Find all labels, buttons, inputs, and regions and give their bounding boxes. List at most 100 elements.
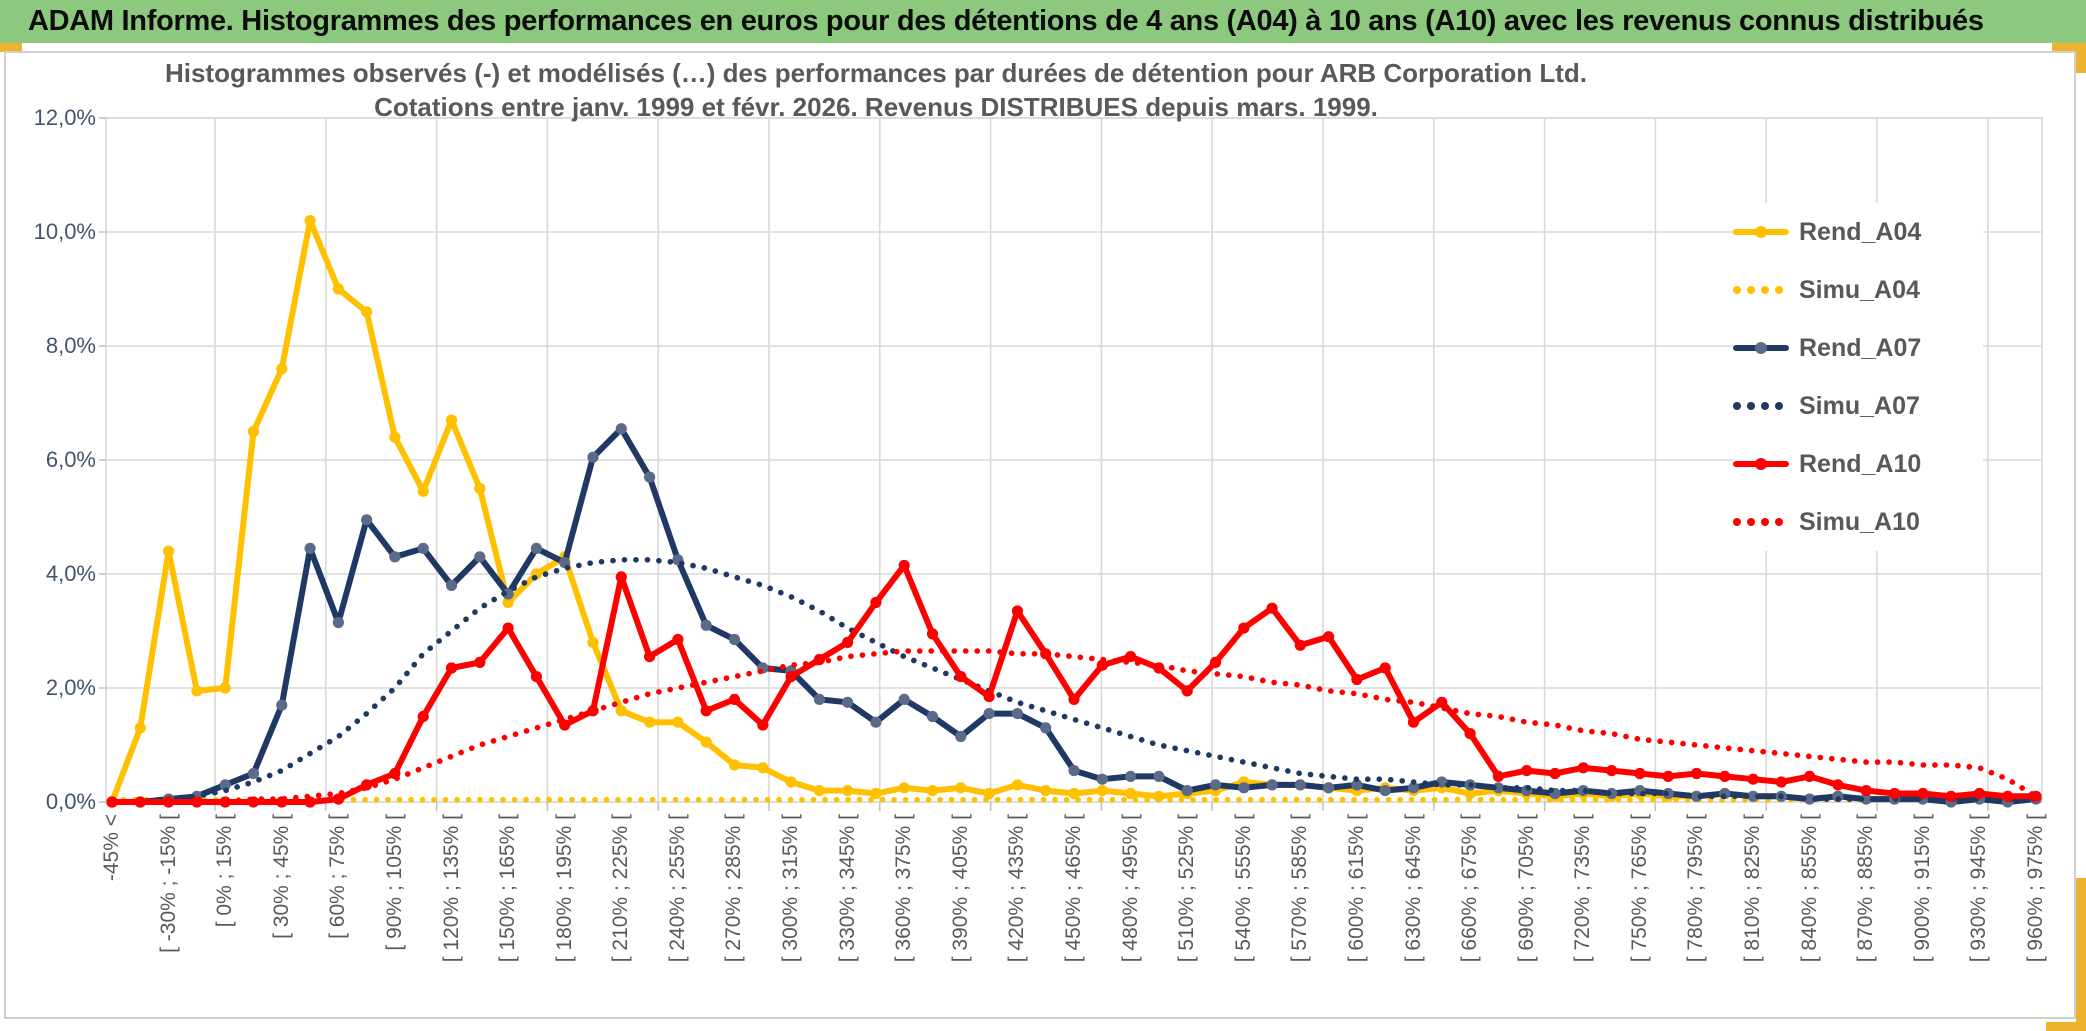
series-marker-Rend_A07: [1323, 782, 1335, 794]
series-marker-Rend_A10: [191, 796, 203, 808]
series-marker-Rend_A04: [361, 306, 373, 318]
report-title-bar: ADAM Informe. Histogrammes des performan…: [0, 0, 2086, 43]
x-axis-label: [ 30% ; 45% [: [269, 814, 293, 939]
legend-solid-line-icon: [1733, 342, 1789, 354]
series-marker-Rend_A07: [1492, 782, 1504, 794]
x-axis-label: [ 510% ; 525% [: [1175, 814, 1199, 963]
x-axis-label: [ 390% ; 405% [: [948, 814, 972, 963]
series-marker-Rend_A10: [1096, 659, 1108, 671]
series-marker-Rend_A10: [1747, 773, 1759, 785]
x-axis-label: [ 360% ; 375% [: [892, 814, 916, 963]
x-axis-label: [ 690% ; 705% [: [1514, 814, 1538, 963]
series-marker-Rend_A07: [417, 542, 429, 555]
series-marker-Rend_A04: [1068, 787, 1080, 800]
series-marker-Rend_A07: [1096, 773, 1108, 785]
series-marker-Rend_A10: [1464, 728, 1476, 740]
series-marker-Rend_A04: [1040, 785, 1052, 797]
series-marker-Rend_A10: [785, 671, 797, 683]
x-axis-label: [ 660% ; 675% [: [1458, 814, 1482, 963]
series-marker-Rend_A10: [1804, 770, 1816, 783]
series-marker-Rend_A04: [1464, 787, 1476, 800]
chart-panel: [4, 51, 2076, 1019]
series-marker-Rend_A04: [842, 785, 854, 797]
accent-right-top: [2076, 43, 2086, 73]
series-marker-Rend_A04: [163, 545, 175, 557]
series-marker-Rend_A10: [1606, 765, 1618, 777]
series-marker-Rend_A07: [955, 730, 967, 743]
x-axis-label: [ 180% ; 195% [: [552, 814, 576, 963]
series-marker-Rend_A07: [587, 451, 599, 463]
series-marker-Rend_A07: [1690, 790, 1703, 802]
series-marker-Rend_A07: [615, 423, 627, 435]
series-marker-Rend_A10: [1775, 776, 1787, 788]
series-marker-Rend_A07: [1181, 785, 1193, 797]
series-marker-Rend_A10: [1577, 762, 1589, 774]
legend-label: Rend_A04: [1799, 217, 1922, 246]
series-marker-Rend_A10: [530, 671, 543, 683]
y-axis-label: 4,0%: [45, 561, 96, 586]
series-marker-Rend_A10: [757, 719, 769, 731]
accent-top-left: [0, 43, 22, 52]
x-axis-label: [ 840% ; 855% [: [1797, 814, 1821, 963]
x-axis-label: [ 960% ; 975% [: [2023, 814, 2047, 963]
series-marker-Rend_A07: [700, 619, 712, 631]
series-marker-Rend_A10: [1011, 605, 1024, 617]
series-marker-Rend_A10: [672, 633, 684, 646]
series-marker-Rend_A04: [1125, 787, 1137, 800]
x-axis-label: [ 480% ; 495% [: [1118, 814, 1142, 963]
legend-label: Simu_A04: [1799, 275, 1920, 304]
series-marker-Rend_A10: [1945, 790, 1957, 802]
series-marker-Rend_A10: [1379, 662, 1391, 674]
series-marker-Rend_A04: [644, 716, 656, 728]
x-axis-label: [ 870% ; 885% [: [1854, 814, 1878, 963]
legend-item-Rend_A07: Rend_A07: [1733, 319, 1983, 377]
series-marker-Rend_A04: [672, 716, 684, 728]
series-marker-Rend_A10: [417, 710, 429, 723]
x-axis-label: [ 930% ; 945% [: [1967, 814, 1991, 963]
series-dotted-Simu_A07: [109, 556, 2039, 805]
x-axis-label: [ 450% ; 465% [: [1061, 814, 1085, 963]
legend-label: Rend_A07: [1799, 333, 1922, 362]
x-axis-label: [ 570% ; 585% [: [1288, 814, 1312, 963]
series-marker-Rend_A04: [983, 787, 995, 800]
x-axis-label: [ 270% ; 285% [: [722, 814, 746, 963]
series-marker-Rend_A04: [1011, 779, 1024, 791]
series-marker-Rend_A10: [332, 793, 344, 805]
series-marker-Rend_A04: [389, 431, 401, 443]
series-marker-Rend_A10: [502, 622, 514, 634]
series-marker-Rend_A07: [1266, 779, 1278, 791]
series-marker-Rend_A10: [1407, 716, 1420, 728]
x-axis-label: [ 120% ; 135% [: [439, 814, 463, 963]
legend-item-Simu_A04: Simu_A04: [1733, 261, 1983, 319]
series-marker-Rend_A04: [304, 215, 316, 227]
x-axis-label: -45% <: [100, 814, 123, 882]
series-marker-Rend_A10: [1917, 787, 1929, 800]
x-axis-label: [ 810% ; 825% [: [1741, 814, 1765, 963]
series-marker-Rend_A10: [1351, 673, 1363, 686]
series-marker-Rend_A10: [1181, 685, 1193, 697]
x-axis-label: [ 240% ; 255% [: [665, 814, 689, 963]
series-marker-Rend_A10: [983, 690, 995, 703]
x-axis-label: [ 780% ; 795% [: [1684, 814, 1708, 963]
legend-dotted-line-icon: [1733, 286, 1789, 294]
series-marker-Rend_A07: [332, 616, 344, 629]
series-marker-Rend_A04: [502, 596, 514, 609]
x-axis-label: [ 720% ; 735% [: [1571, 814, 1595, 963]
legend-item-Simu_A07: Simu_A07: [1733, 377, 1983, 435]
x-axis-label: [ 300% ; 315% [: [779, 814, 803, 963]
x-axis-label: [ 0% ; 15% [: [213, 814, 237, 928]
series-marker-Rend_A07: [1068, 765, 1080, 777]
series-marker-Rend_A04: [870, 787, 882, 800]
series-marker-Rend_A07: [728, 633, 741, 646]
series-marker-Rend_A04: [728, 759, 741, 771]
series-marker-Rend_A10: [1323, 631, 1335, 643]
x-axis-label: [ 210% ; 225% [: [609, 814, 633, 963]
legend-dotted-line-icon: [1733, 518, 1789, 526]
accent-top-right: [2052, 43, 2086, 52]
series-marker-Rend_A10: [474, 656, 486, 669]
series-marker-Rend_A07: [1379, 785, 1391, 797]
chart-legend: Rend_A04 Simu_A04 Rend_A07 Simu_A07 Rend_A10…: [1733, 203, 1983, 551]
series-marker-Rend_A10: [1719, 770, 1731, 783]
x-axis-label: [ -30% ; -15% [: [156, 814, 180, 953]
